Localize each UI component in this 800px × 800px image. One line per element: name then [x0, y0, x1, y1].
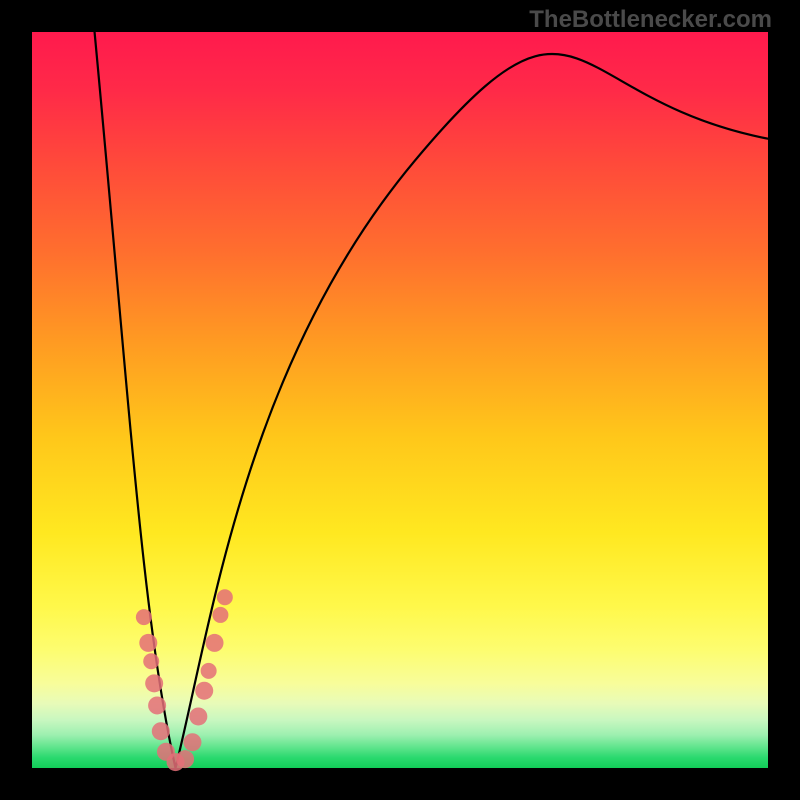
data-marker — [189, 707, 207, 725]
bottleneck-curve — [95, 32, 768, 768]
watermark-text: TheBottlenecker.com — [529, 6, 772, 34]
data-marker — [148, 696, 166, 714]
data-marker — [145, 674, 163, 692]
data-marker — [206, 634, 224, 652]
marker-group — [136, 589, 233, 771]
data-marker — [139, 634, 157, 652]
curve-layer — [0, 0, 800, 800]
data-marker — [195, 682, 213, 700]
data-marker — [201, 663, 217, 679]
chart-container: TheBottlenecker.com — [0, 0, 800, 800]
data-marker — [143, 653, 159, 669]
data-marker — [212, 607, 228, 623]
data-marker — [176, 750, 194, 768]
data-marker — [152, 722, 170, 740]
data-marker — [183, 733, 201, 751]
data-marker — [136, 609, 152, 625]
data-marker — [217, 589, 233, 605]
